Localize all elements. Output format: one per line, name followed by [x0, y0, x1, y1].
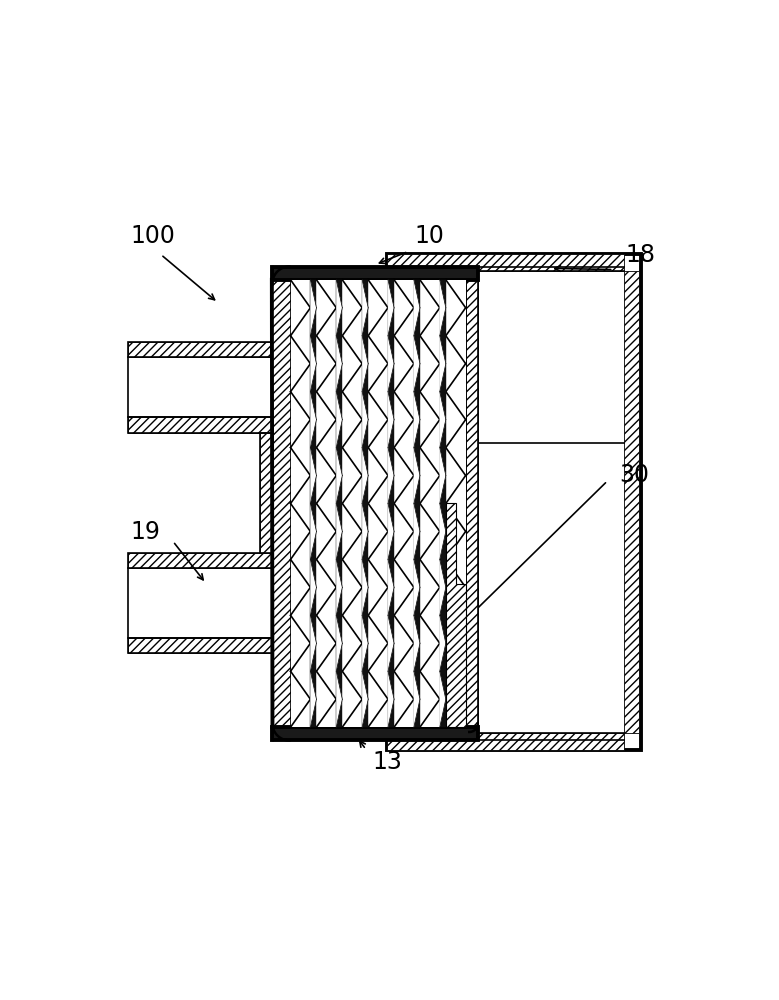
Bar	[440, 280, 446, 727]
Bar	[128, 638, 284, 653]
Polygon shape	[362, 503, 368, 559]
Bar	[387, 254, 640, 750]
Bar	[316, 280, 337, 727]
Bar	[466, 280, 478, 727]
Polygon shape	[337, 392, 342, 448]
Bar	[420, 280, 440, 727]
Polygon shape	[362, 671, 368, 727]
Bar	[260, 433, 287, 553]
Bar	[342, 280, 362, 727]
Polygon shape	[440, 503, 446, 559]
Bar	[624, 271, 639, 733]
Polygon shape	[440, 615, 446, 671]
Bar	[128, 553, 284, 568]
Polygon shape	[362, 615, 368, 671]
Polygon shape	[310, 280, 316, 336]
Polygon shape	[388, 336, 394, 392]
Polygon shape	[310, 559, 316, 615]
Bar	[128, 638, 284, 653]
Bar	[368, 280, 388, 727]
Polygon shape	[337, 280, 342, 336]
Polygon shape	[337, 336, 342, 392]
Polygon shape	[440, 559, 446, 615]
Polygon shape	[388, 392, 394, 448]
Bar	[414, 280, 420, 727]
Bar	[446, 280, 466, 727]
Polygon shape	[388, 615, 394, 671]
Polygon shape	[337, 448, 342, 503]
Polygon shape	[310, 615, 316, 671]
Polygon shape	[388, 559, 394, 615]
Bar	[310, 280, 316, 727]
Polygon shape	[310, 671, 316, 727]
Polygon shape	[337, 615, 342, 671]
Bar	[128, 553, 284, 568]
Polygon shape	[310, 392, 316, 448]
Polygon shape	[440, 392, 446, 448]
Bar	[387, 733, 624, 750]
Bar	[291, 280, 310, 727]
Bar	[128, 342, 284, 357]
Bar	[128, 357, 284, 417]
Polygon shape	[414, 503, 420, 559]
Bar	[128, 342, 284, 357]
Polygon shape	[362, 336, 368, 392]
Polygon shape	[362, 559, 368, 615]
Text: 18: 18	[626, 243, 656, 267]
Polygon shape	[337, 559, 342, 615]
Polygon shape	[414, 448, 420, 503]
Polygon shape	[414, 671, 420, 727]
Polygon shape	[310, 448, 316, 503]
Polygon shape	[337, 503, 342, 559]
Text: 100: 100	[131, 224, 175, 248]
Polygon shape	[440, 280, 446, 336]
Bar	[466, 280, 478, 727]
Polygon shape	[362, 392, 368, 448]
Polygon shape	[310, 336, 316, 392]
Text: 19: 19	[131, 520, 160, 544]
Text: 10: 10	[414, 224, 444, 248]
Bar	[362, 280, 368, 727]
Bar	[337, 280, 342, 727]
Bar	[273, 267, 478, 280]
Polygon shape	[388, 503, 394, 559]
Bar	[273, 727, 478, 740]
Bar	[388, 280, 394, 727]
Bar	[273, 280, 291, 727]
Polygon shape	[414, 615, 420, 671]
Polygon shape	[446, 503, 466, 727]
Polygon shape	[414, 392, 420, 448]
Bar	[387, 254, 624, 271]
Polygon shape	[440, 336, 446, 392]
Bar	[128, 417, 284, 433]
Bar	[128, 417, 284, 433]
Text: 13: 13	[372, 750, 402, 774]
Bar	[394, 280, 414, 727]
Polygon shape	[310, 503, 316, 559]
Polygon shape	[388, 280, 394, 336]
Bar	[260, 433, 287, 553]
Bar	[273, 280, 291, 727]
Text: 30: 30	[619, 463, 650, 487]
Polygon shape	[414, 280, 420, 336]
Polygon shape	[414, 336, 420, 392]
Polygon shape	[414, 559, 420, 615]
Polygon shape	[440, 671, 446, 727]
Polygon shape	[440, 448, 446, 503]
Polygon shape	[388, 448, 394, 503]
Polygon shape	[337, 671, 342, 727]
Polygon shape	[362, 448, 368, 503]
Polygon shape	[362, 280, 368, 336]
Polygon shape	[388, 671, 394, 727]
Bar	[128, 568, 284, 638]
